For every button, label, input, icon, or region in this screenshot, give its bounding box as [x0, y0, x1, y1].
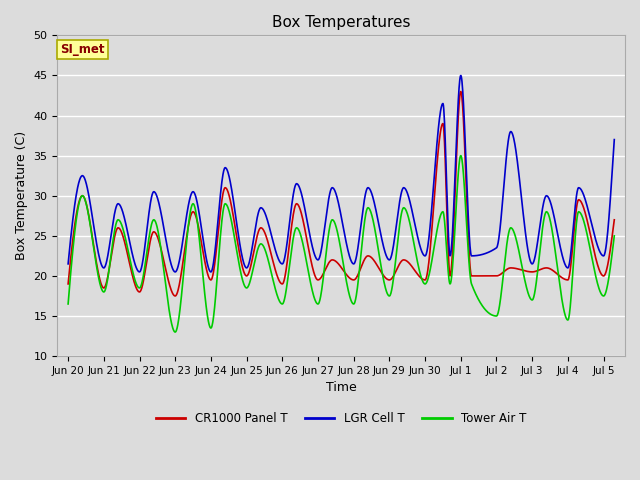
Legend: CR1000 Panel T, LGR Cell T, Tower Air T: CR1000 Panel T, LGR Cell T, Tower Air T	[151, 407, 531, 430]
Title: Box Temperatures: Box Temperatures	[272, 15, 410, 30]
Text: SI_met: SI_met	[60, 43, 105, 56]
X-axis label: Time: Time	[326, 382, 356, 395]
Y-axis label: Box Temperature (C): Box Temperature (C)	[15, 131, 28, 260]
